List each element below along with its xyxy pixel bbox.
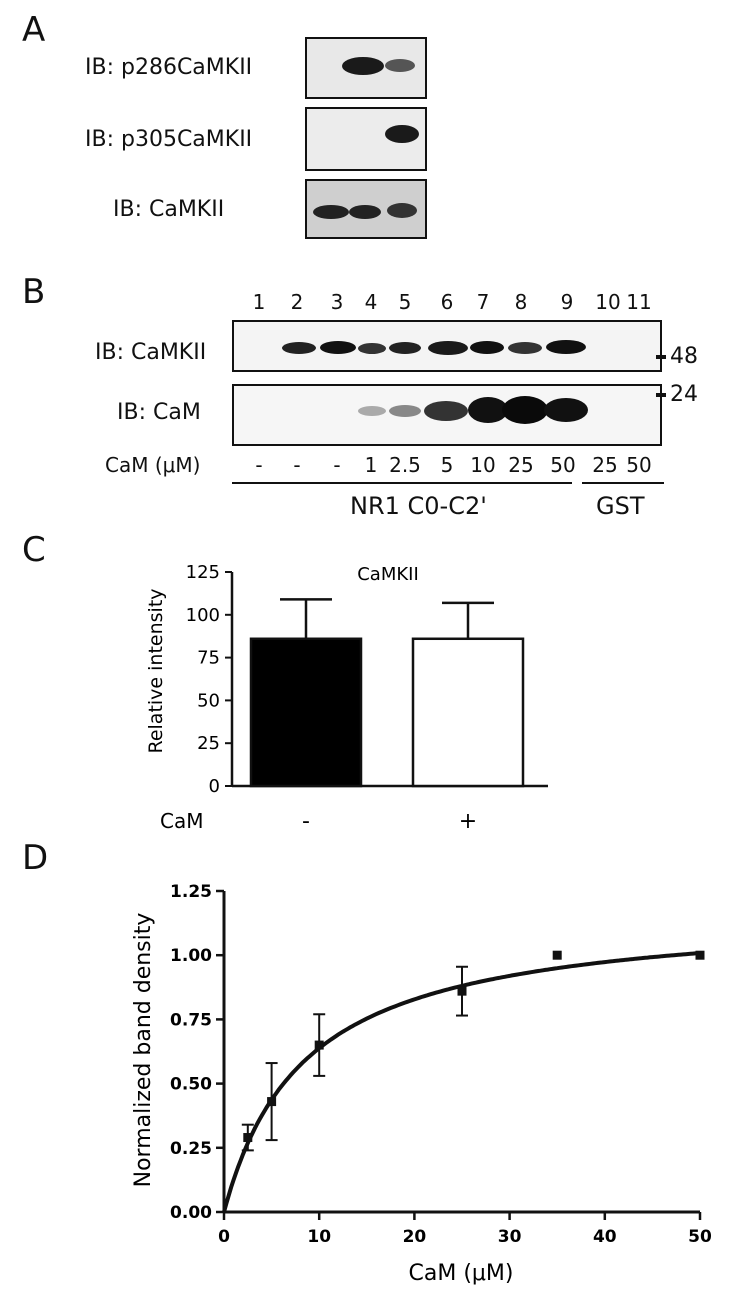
x-tick-label: 20 [403,1227,427,1247]
y-tick-label: 100 [186,605,220,626]
y-tick-label: 75 [197,648,220,669]
cam-value: - [255,453,263,477]
y-tick-label: 0.00 [170,1203,212,1223]
y-tick-label: 0.25 [170,1139,212,1159]
cam-value: 1 [364,453,378,477]
y-tick-label: 125 [186,562,220,583]
panel-a-label: A [22,10,46,50]
lane-number: 7 [476,290,490,314]
data-point [695,950,705,960]
blot-b-camkii [232,320,662,372]
data-point [552,950,562,960]
y-tick-label: 0.50 [170,1075,212,1095]
group-line-nr1 [232,482,572,484]
x-tick-label: 0 [218,1227,230,1247]
cam-value: 25 [592,453,618,477]
lane-number: 10 [595,290,621,314]
cam-value: 2.5 [389,453,421,477]
data-point [243,1133,253,1143]
group-line-gst [582,482,664,484]
panel-c-label: C [22,530,46,570]
cam-value: - [333,453,341,477]
bar-chart-camkii: CaMKII Relative intensity CaM 0 25 50 75 100… [145,562,548,834]
panel-d-label: D [22,838,49,878]
lane-number: 5 [398,290,412,314]
blot-a-row-label-2: IB: p305CaMKII [85,127,253,152]
lane-number: 6 [440,290,454,314]
cam-value: 50 [626,453,652,477]
lane-number: 4 [364,290,378,314]
y-tick-label: 50 [197,690,220,711]
marker-tick [656,393,666,397]
y-tick-label: 0.75 [170,1010,212,1030]
x-tick-label: 50 [688,1227,712,1247]
y-tick-label: 0 [209,776,220,797]
group-label-gst: GST [596,492,645,520]
marker-24: 24 [670,382,698,407]
x-tick-label: 40 [593,1227,617,1247]
cam-value: 25 [508,453,534,477]
data-point [457,986,467,996]
blot-b-row-label-2: IB: CaM [117,400,201,425]
blot-a-camkii [305,179,427,239]
x-category-label: - [302,809,310,834]
cam-value: - [293,453,301,477]
x-tick-label: 30 [498,1227,522,1247]
bar [411,637,525,788]
chart-d-ylabel: Normalized band density [131,913,156,1188]
lane-number: 11 [626,290,652,314]
cam-value: 50 [550,453,576,477]
group-label-nr1: NR1 C0-C2' [350,492,487,520]
blot-a-p305 [305,107,427,171]
y-tick-label: 1.00 [170,946,212,966]
chart-c-ylabel: Relative intensity [145,588,167,753]
blot-b-cam [232,384,662,446]
chart-c-xlabel: CaM [160,809,203,833]
lane-number: 2 [290,290,304,314]
blot-a-p286 [305,37,427,99]
marker-48: 48 [670,344,698,369]
bar [249,637,363,788]
x-category-label: + [459,809,477,834]
marker-tick [656,355,666,359]
x-tick-label: 10 [307,1227,331,1247]
chart-d-xlabel: CaM (μM) [409,1261,514,1286]
y-tick-label: 25 [197,733,220,754]
lane-number: 9 [560,290,574,314]
blot-b-row-label-1: IB: CaMKII [95,340,207,365]
blot-a-row-label-1: IB: p286CaMKII [85,55,253,80]
cam-value: 5 [440,453,454,477]
cam-value: 10 [470,453,496,477]
data-point [314,1040,324,1050]
binding-curve-chart: Normalized band density CaM (μM) 0.00 0.2… [131,882,712,1286]
y-tick-label: 1.25 [170,882,212,902]
panel-b-label: B [22,272,46,312]
data-point [267,1097,277,1107]
cam-concentration-label: CaM (μM) [105,453,201,477]
chart-c-title: CaMKII [357,564,419,585]
lane-number: 8 [514,290,528,314]
blot-a-row-label-3: IB: CaMKII [113,197,225,222]
lane-number: 3 [330,290,344,314]
lane-number: 1 [252,290,266,314]
